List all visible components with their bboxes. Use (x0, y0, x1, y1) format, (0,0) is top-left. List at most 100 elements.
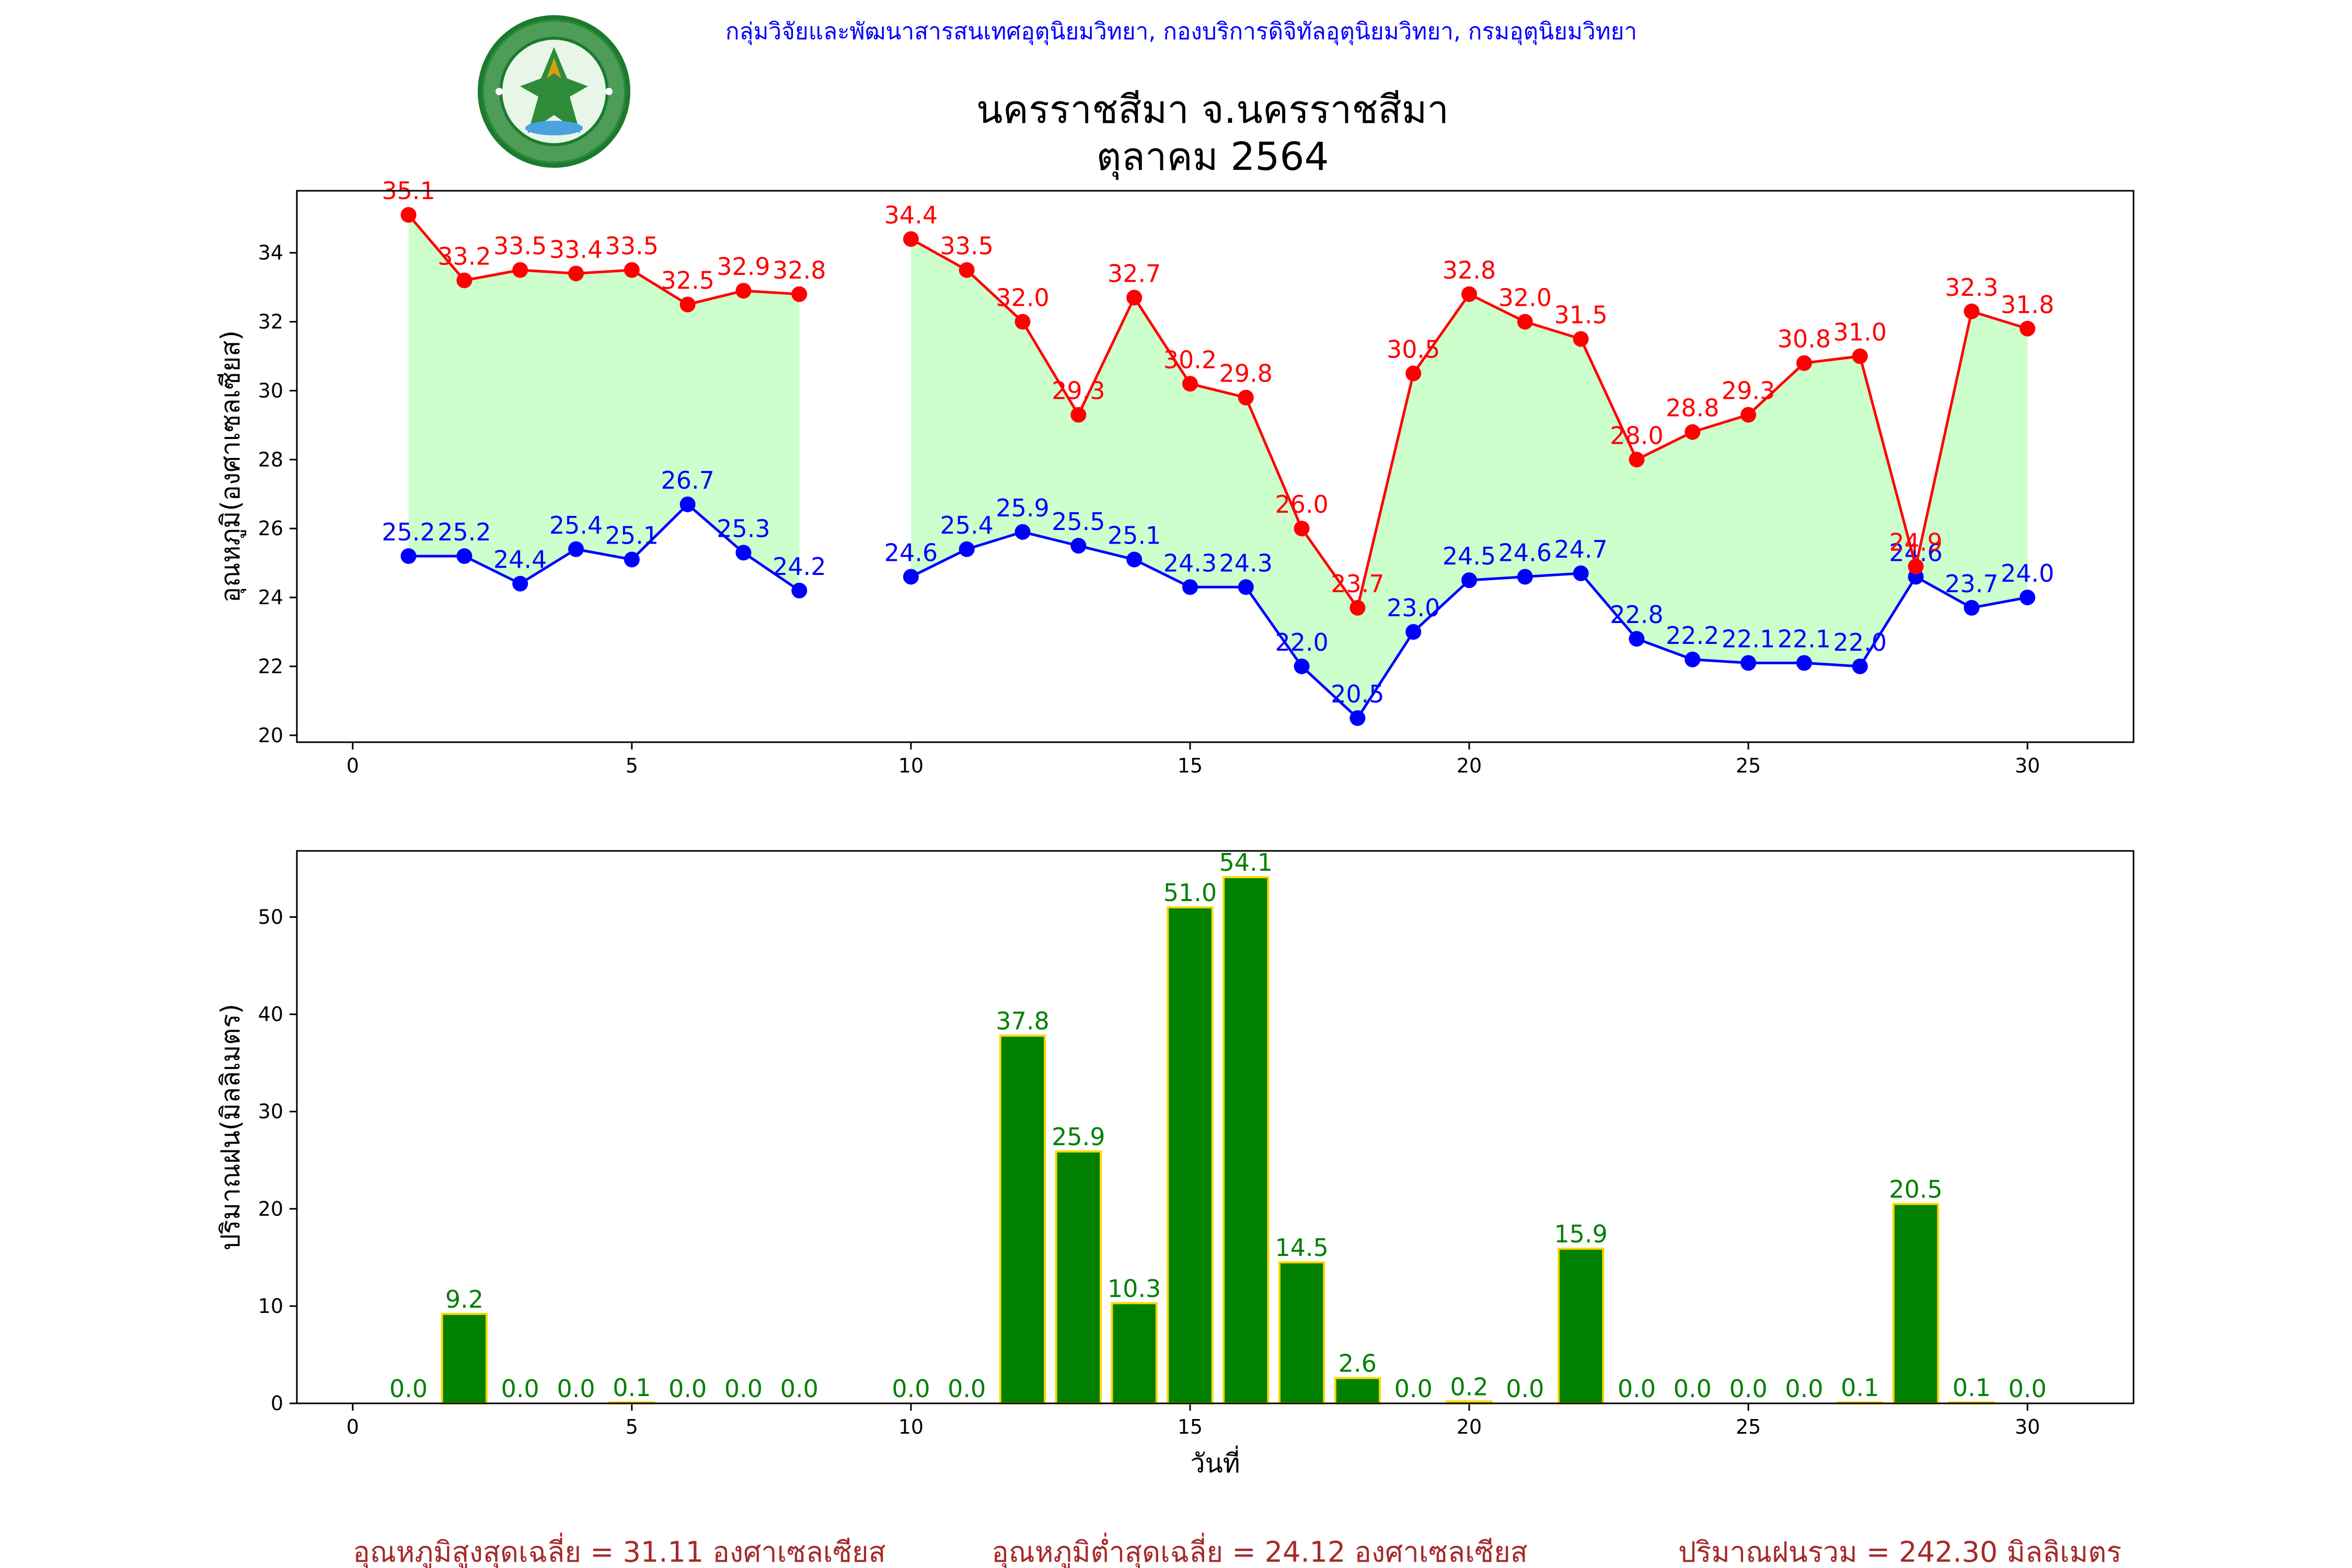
max-temp-point (1070, 407, 1087, 423)
rain-data-label: 0.0 (1785, 1375, 1823, 1403)
min-temp-data-label: 24.6 (1498, 539, 1552, 567)
min-temp-data-label: 24.7 (1554, 535, 1607, 563)
y-tick-label: 22 (258, 655, 283, 678)
max-temp-data-label: 31.5 (1554, 301, 1607, 329)
min-temp-point (1182, 579, 1198, 595)
rain-bar (999, 1034, 1046, 1405)
rain-bar (1334, 1377, 1381, 1405)
max-temp-data-label: 30.2 (1163, 345, 1217, 374)
min-temp-data-label: 22.1 (1722, 625, 1775, 653)
rain-data-label: 0.1 (613, 1374, 651, 1402)
rain-data-label: 15.9 (1554, 1220, 1607, 1248)
min-temp-data-label: 24.3 (1219, 549, 1273, 577)
rain-data-label: 0.0 (948, 1375, 986, 1403)
y-tick-label: 28 (258, 448, 283, 471)
y-tick-label: 0 (271, 1392, 283, 1415)
min-temp-point (512, 575, 528, 592)
min-temp-point (1573, 565, 1589, 581)
min-temp-data-label: 25.4 (940, 511, 993, 539)
max-temp-data-label: 29.8 (1219, 360, 1273, 388)
min-temp-data-label: 25.5 (1052, 508, 1105, 536)
y-tick-label: 40 (258, 1003, 283, 1026)
temp-range-fill (910, 239, 2028, 718)
rain-data-label: 0.0 (1394, 1375, 1433, 1403)
rain-data-label: 0.1 (1953, 1374, 1991, 1402)
min-temp-data-label: 25.2 (437, 518, 491, 546)
rain-data-label: 2.6 (1339, 1350, 1377, 1378)
max-temp-point (1852, 348, 1868, 364)
min-temp-point (456, 548, 472, 564)
y-axis-label: ปริมาณฝน(มิลลิเมตร) (215, 1004, 246, 1250)
max-temp-point (1182, 376, 1198, 392)
x-tick-label: 10 (898, 754, 924, 777)
y-tick-label: 32 (258, 310, 283, 333)
min-temp-point (1350, 710, 1366, 726)
y-tick-label: 20 (258, 724, 283, 747)
min-temp-point (1852, 658, 1868, 674)
y-tick-label: 30 (258, 379, 283, 402)
min-temp-point (1070, 538, 1087, 554)
rain-data-label: 0.0 (1729, 1375, 1767, 1403)
max-temp-point (1238, 389, 1254, 406)
rain-data-label: 51.0 (1163, 879, 1217, 907)
max-temp-point (1573, 331, 1589, 347)
x-tick-label: 0 (347, 1415, 359, 1438)
rain-bar (1892, 1203, 1940, 1404)
min-temp-line (408, 502, 800, 592)
max-temp-point (903, 231, 919, 247)
min-temp-data-label: 23.0 (1387, 594, 1440, 622)
max-temp-point (1796, 355, 1812, 371)
summary-total-rain: ปริมาณฝนรวม = 242.30 มิลลิเมตร (1678, 1536, 2122, 1568)
min-temp-data-label: 22.0 (1275, 628, 1328, 656)
max-temp-data-label: 29.3 (1052, 377, 1105, 405)
rain-data-label: 0.0 (892, 1375, 930, 1403)
x-tick-label: 5 (626, 1415, 638, 1438)
min-temp-point (735, 545, 752, 561)
rain-data-label: 0.0 (1674, 1375, 1712, 1403)
x-tick-label: 20 (1457, 1415, 1482, 1438)
max-temp-data-label: 30.8 (1778, 325, 1831, 353)
rain-data-label: 0.1 (1841, 1374, 1879, 1402)
max-temp-point (1350, 599, 1366, 616)
rain-data-label: 0.0 (724, 1375, 763, 1403)
min-temp-point (679, 497, 696, 513)
summary-avg-max: อุณหภูมิสูงสุดเฉลี่ย = 31.11 องศาเซลเซีย… (353, 1532, 885, 1568)
y-tick-label: 24 (258, 586, 283, 609)
max-temp-data-label: 33.5 (605, 232, 659, 260)
max-temp-point (456, 272, 472, 289)
rain-data-label: 0.0 (557, 1375, 595, 1403)
y-tick-label: 10 (258, 1295, 283, 1318)
rain-bar (1055, 1150, 1102, 1405)
max-temp-point (1908, 558, 1924, 574)
max-temp-data-label: 32.0 (1498, 284, 1552, 312)
min-temp-data-label: 25.1 (605, 522, 659, 550)
max-temp-data-label: 32.8 (1443, 256, 1496, 284)
x-tick-label: 5 (626, 754, 638, 777)
max-temp-data-label: 33.5 (493, 232, 547, 260)
min-temp-point (791, 582, 808, 598)
max-temp-line (407, 214, 800, 306)
max-temp-point (1461, 286, 1477, 302)
min-temp-point (1517, 569, 1533, 585)
min-temp-point (1964, 599, 1980, 616)
max-temp-point (512, 262, 528, 278)
min-temp-point (2020, 590, 2036, 606)
x-tick-label: 20 (1457, 754, 1482, 777)
plot-frame (296, 190, 2135, 743)
min-temp-point (1629, 631, 1645, 647)
y-tick-label: 50 (258, 906, 283, 929)
max-temp-point (1517, 314, 1533, 330)
x-tick-label: 0 (347, 754, 359, 777)
min-temp-point (1685, 651, 1701, 667)
rain-bar (1278, 1261, 1325, 1404)
max-temp-point (1014, 314, 1031, 330)
y-axis-label: อุณหภูมิ(องศาเซลเซียส) (215, 330, 246, 603)
rainfall-chart: 0 5 10 15 20 25 30 0 10 20 30 40 50 ปริมาณฝน(มิลลิเมต… (215, 848, 2135, 1479)
max-temp-data-label: 32.5 (661, 267, 714, 295)
min-temp-data-label: 22.0 (1833, 628, 1886, 656)
min-temp-point (1014, 524, 1031, 540)
rain-data-label: 54.1 (1219, 848, 1273, 877)
rain-bar (1111, 1302, 1158, 1404)
x-tick-label: 30 (2015, 1415, 2040, 1438)
x-axis-label: วันที่ (1190, 1446, 1240, 1479)
